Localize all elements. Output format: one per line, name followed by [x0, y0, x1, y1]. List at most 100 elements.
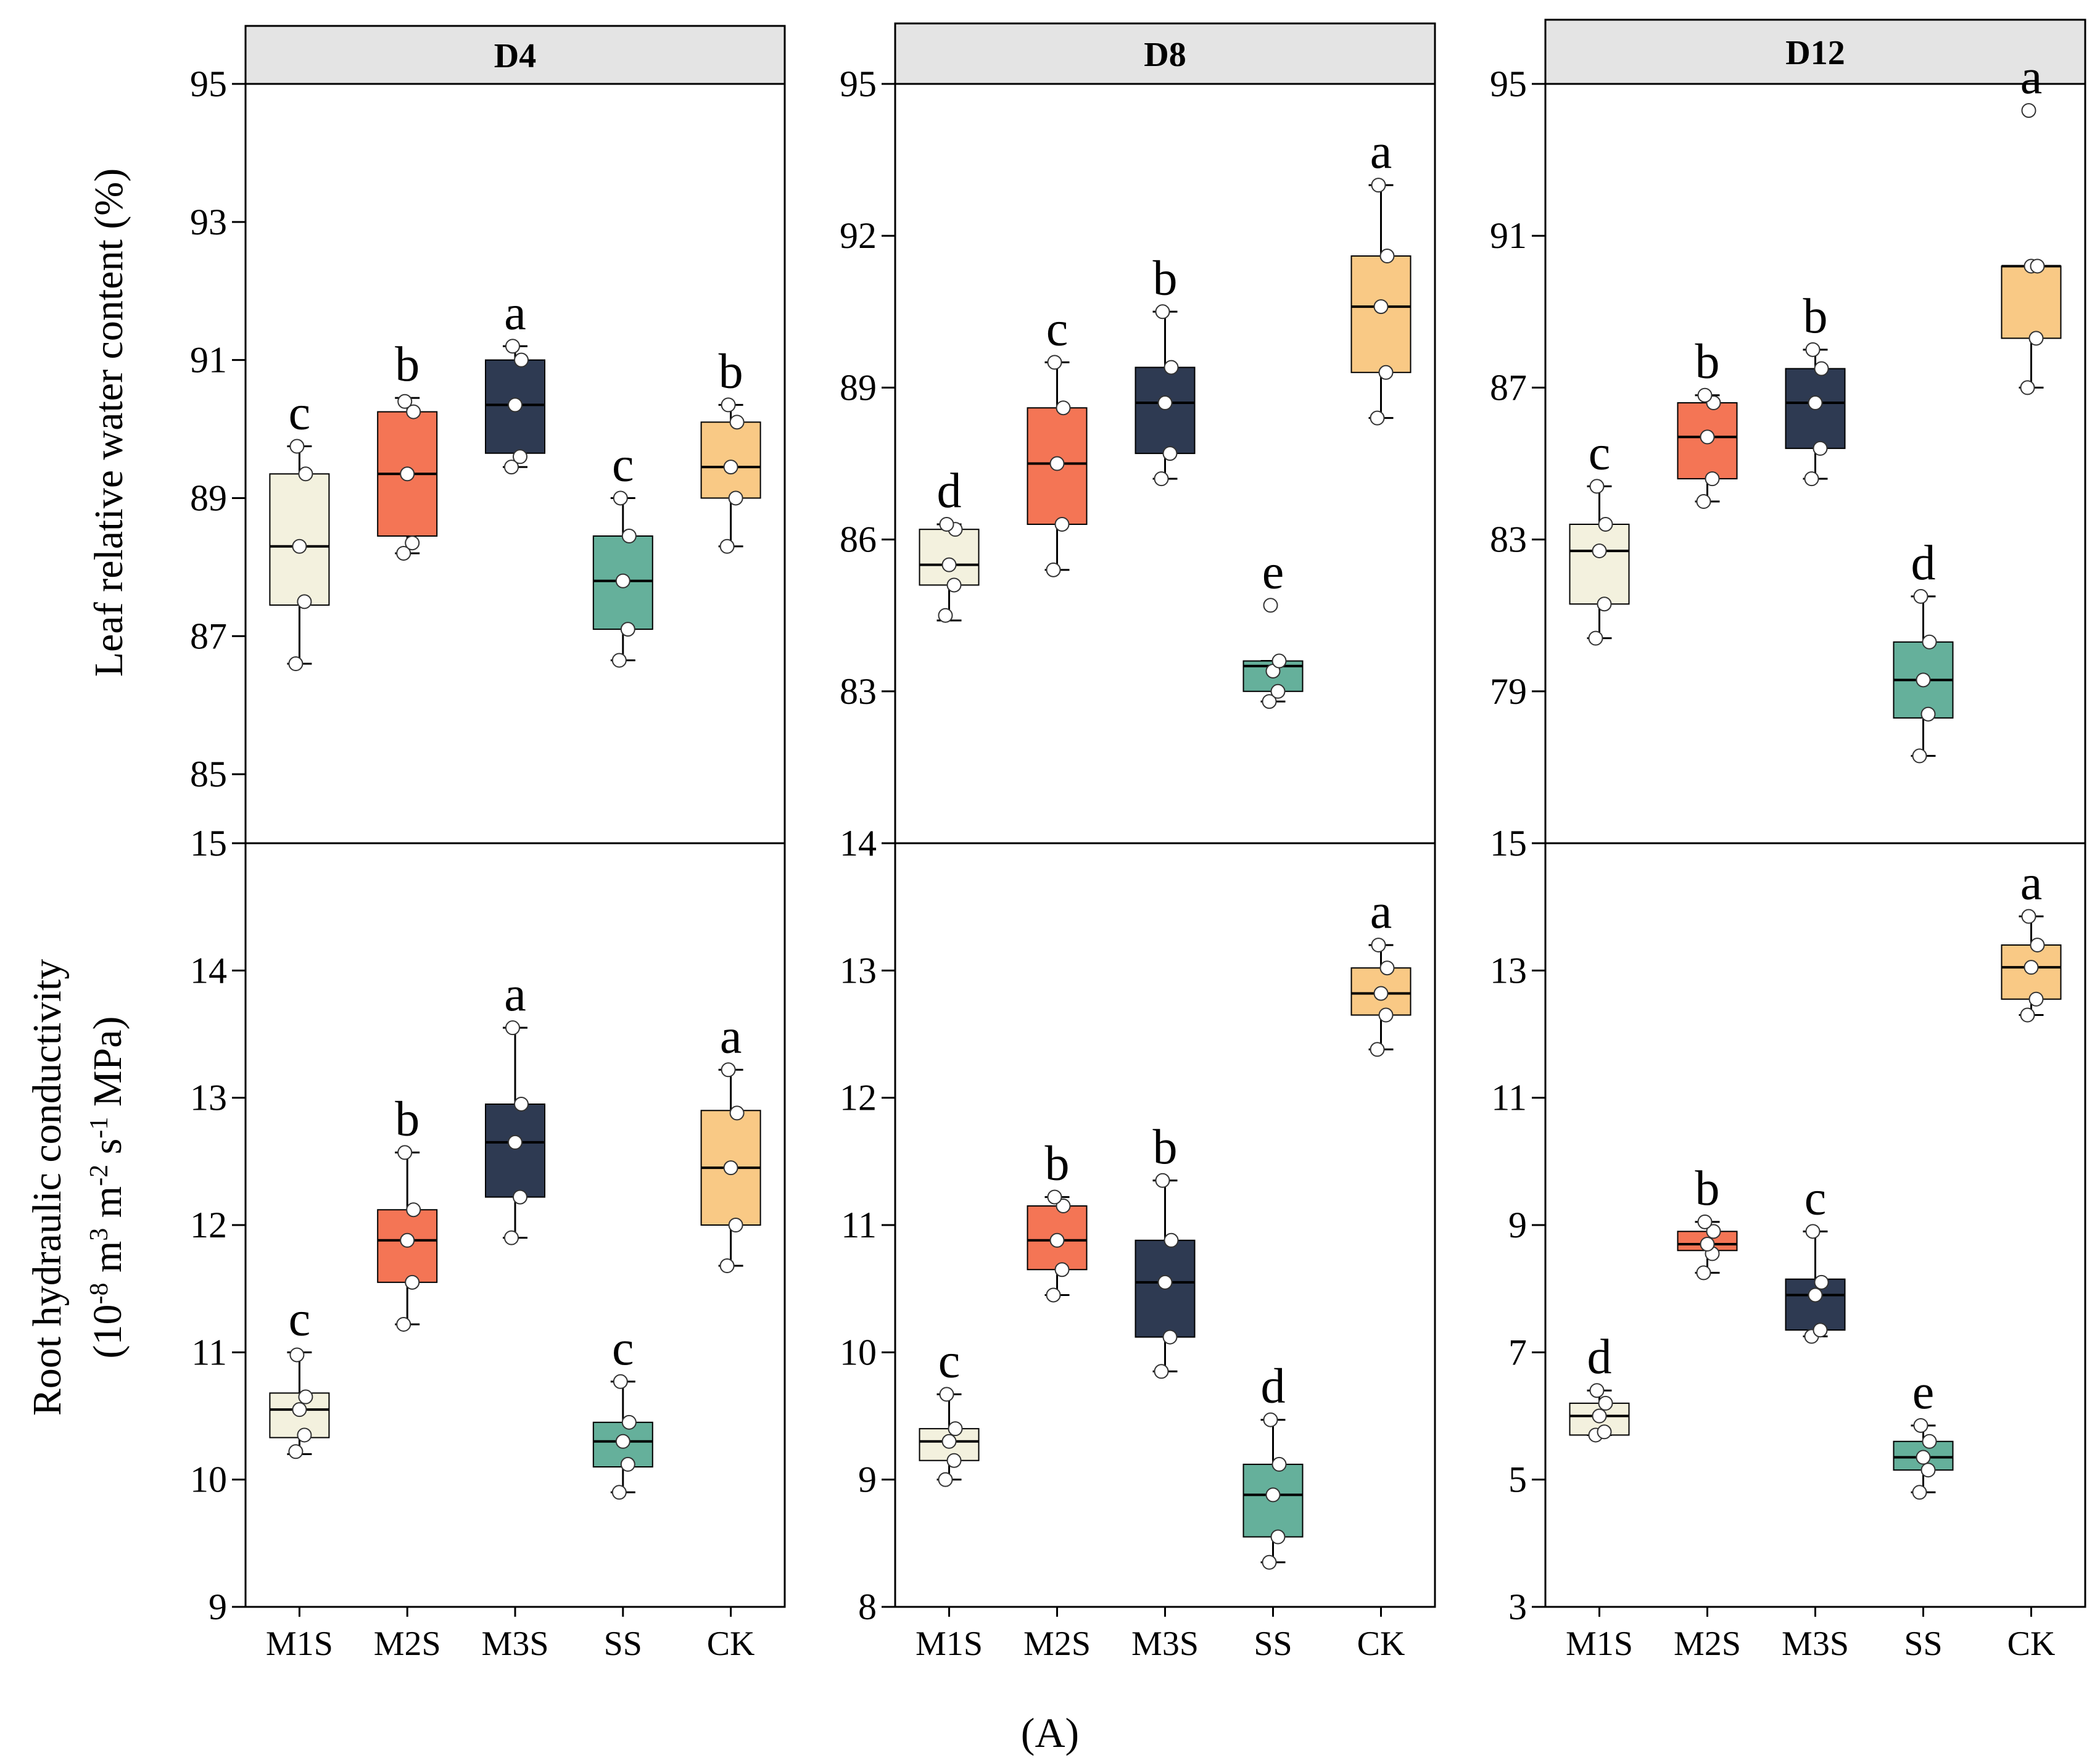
y-tick-label: 93 [190, 202, 227, 242]
box-m3s: b [1135, 251, 1196, 487]
y-tick-label: 91 [1490, 215, 1527, 256]
box-ss: d [1893, 536, 1954, 764]
y-tick-label: 9 [209, 1587, 227, 1627]
data-point [1813, 1323, 1828, 1338]
y-tick-label: 9 [858, 1459, 877, 1500]
x-tick-label: CK [2007, 1625, 2056, 1663]
data-point [1697, 1214, 1713, 1229]
data-point [2020, 380, 2035, 395]
box-m2s: b [1677, 1162, 1738, 1281]
data-point [1270, 1529, 1286, 1545]
x-tick-label: M3S [1131, 1625, 1199, 1663]
x-tick-label: M2S [1023, 1625, 1091, 1663]
data-point [1370, 1042, 1385, 1057]
y-tick-label: 12 [840, 1078, 877, 1118]
data-point [615, 573, 630, 588]
data-point [1049, 1232, 1065, 1248]
data-point [1379, 249, 1395, 264]
data-point [1813, 440, 1828, 456]
data-point [939, 1387, 954, 1402]
data-point [1371, 938, 1386, 953]
data-point [1263, 1412, 1278, 1427]
y-tick-label: 10 [190, 1459, 227, 1500]
box-m1s: c [269, 1292, 330, 1459]
y-tick-label: 7 [1508, 1332, 1527, 1372]
figure-caption: (A) [1021, 1709, 1079, 1756]
data-point [1696, 1265, 1711, 1281]
significance-letter: b [1045, 1137, 1070, 1191]
significance-letter: c [612, 437, 634, 492]
box-ss: e [1893, 1365, 1954, 1500]
data-point [397, 394, 413, 409]
x-tick-label: CK [1357, 1625, 1405, 1663]
data-point [1920, 1463, 1936, 1478]
box-m1s: c [919, 1334, 980, 1487]
significance-letter: b [1695, 1162, 1720, 1216]
box-body [1027, 407, 1088, 525]
data-point [1373, 299, 1389, 315]
data-point [1598, 516, 1613, 532]
data-point [1271, 653, 1287, 669]
data-point [1913, 588, 1928, 604]
box-m2s: c [1027, 302, 1088, 577]
significance-letter: a [504, 967, 526, 1021]
box-ss: d [1242, 1360, 1304, 1570]
data-point [508, 397, 523, 413]
data-point [613, 1374, 628, 1389]
data-point [1922, 634, 1937, 650]
significance-letter: b [395, 337, 420, 392]
data-point [1155, 1173, 1170, 1188]
y-tick-label: 11 [1491, 1078, 1527, 1118]
box-m1s: c [269, 386, 330, 672]
box-m3s: c [1785, 1171, 1846, 1344]
data-point [1912, 748, 1927, 764]
data-point [948, 1421, 963, 1437]
data-point [505, 339, 520, 354]
box-body [1785, 1278, 1846, 1331]
significance-letter: b [1153, 251, 1178, 305]
data-point [297, 1427, 312, 1443]
y-tick-label: 87 [1490, 367, 1527, 408]
box-m2s: b [1677, 335, 1738, 510]
data-point [621, 529, 637, 544]
box-ss: e [1242, 545, 1304, 709]
y-tick-label: 92 [840, 215, 877, 256]
data-point [504, 460, 519, 475]
data-point [2030, 938, 2045, 953]
box-ss: c [592, 437, 653, 668]
data-point [1589, 479, 1605, 494]
data-point [1046, 562, 1061, 577]
significance-letter: b [1695, 335, 1720, 389]
data-point [613, 490, 628, 506]
data-point [1047, 1189, 1062, 1205]
data-point [289, 439, 305, 454]
y-tick-label: 87 [190, 616, 227, 656]
data-point [1157, 395, 1173, 411]
box-ck: a [1350, 125, 1412, 426]
data-point [1597, 1424, 1612, 1440]
box-m2s: b [377, 1092, 438, 1332]
x-tick-label: M1S [1566, 1625, 1633, 1663]
significance-letter: b [719, 344, 743, 398]
significance-letter: a [1370, 125, 1392, 179]
data-point [620, 622, 635, 637]
y-tick-label: 91 [190, 340, 227, 381]
data-point [938, 1472, 953, 1487]
box-m3s: a [485, 286, 545, 475]
x-tick-label: SS [604, 1625, 642, 1663]
data-point [1157, 1274, 1173, 1290]
data-point [1696, 494, 1711, 510]
y-tick-label: 15 [1490, 823, 1527, 864]
data-point [292, 539, 307, 554]
y-tick-label: 13 [190, 1078, 227, 1118]
data-point [1700, 1236, 1715, 1252]
data-point [721, 1062, 736, 1078]
y-tick-label: 14 [190, 950, 227, 991]
data-point [1164, 1232, 1179, 1248]
data-point [1700, 429, 1715, 445]
significance-letter: c [1046, 302, 1069, 356]
data-point [513, 1189, 527, 1205]
box-m1s: d [919, 464, 980, 623]
box-ss: c [592, 1321, 653, 1500]
data-point [1162, 1329, 1178, 1345]
